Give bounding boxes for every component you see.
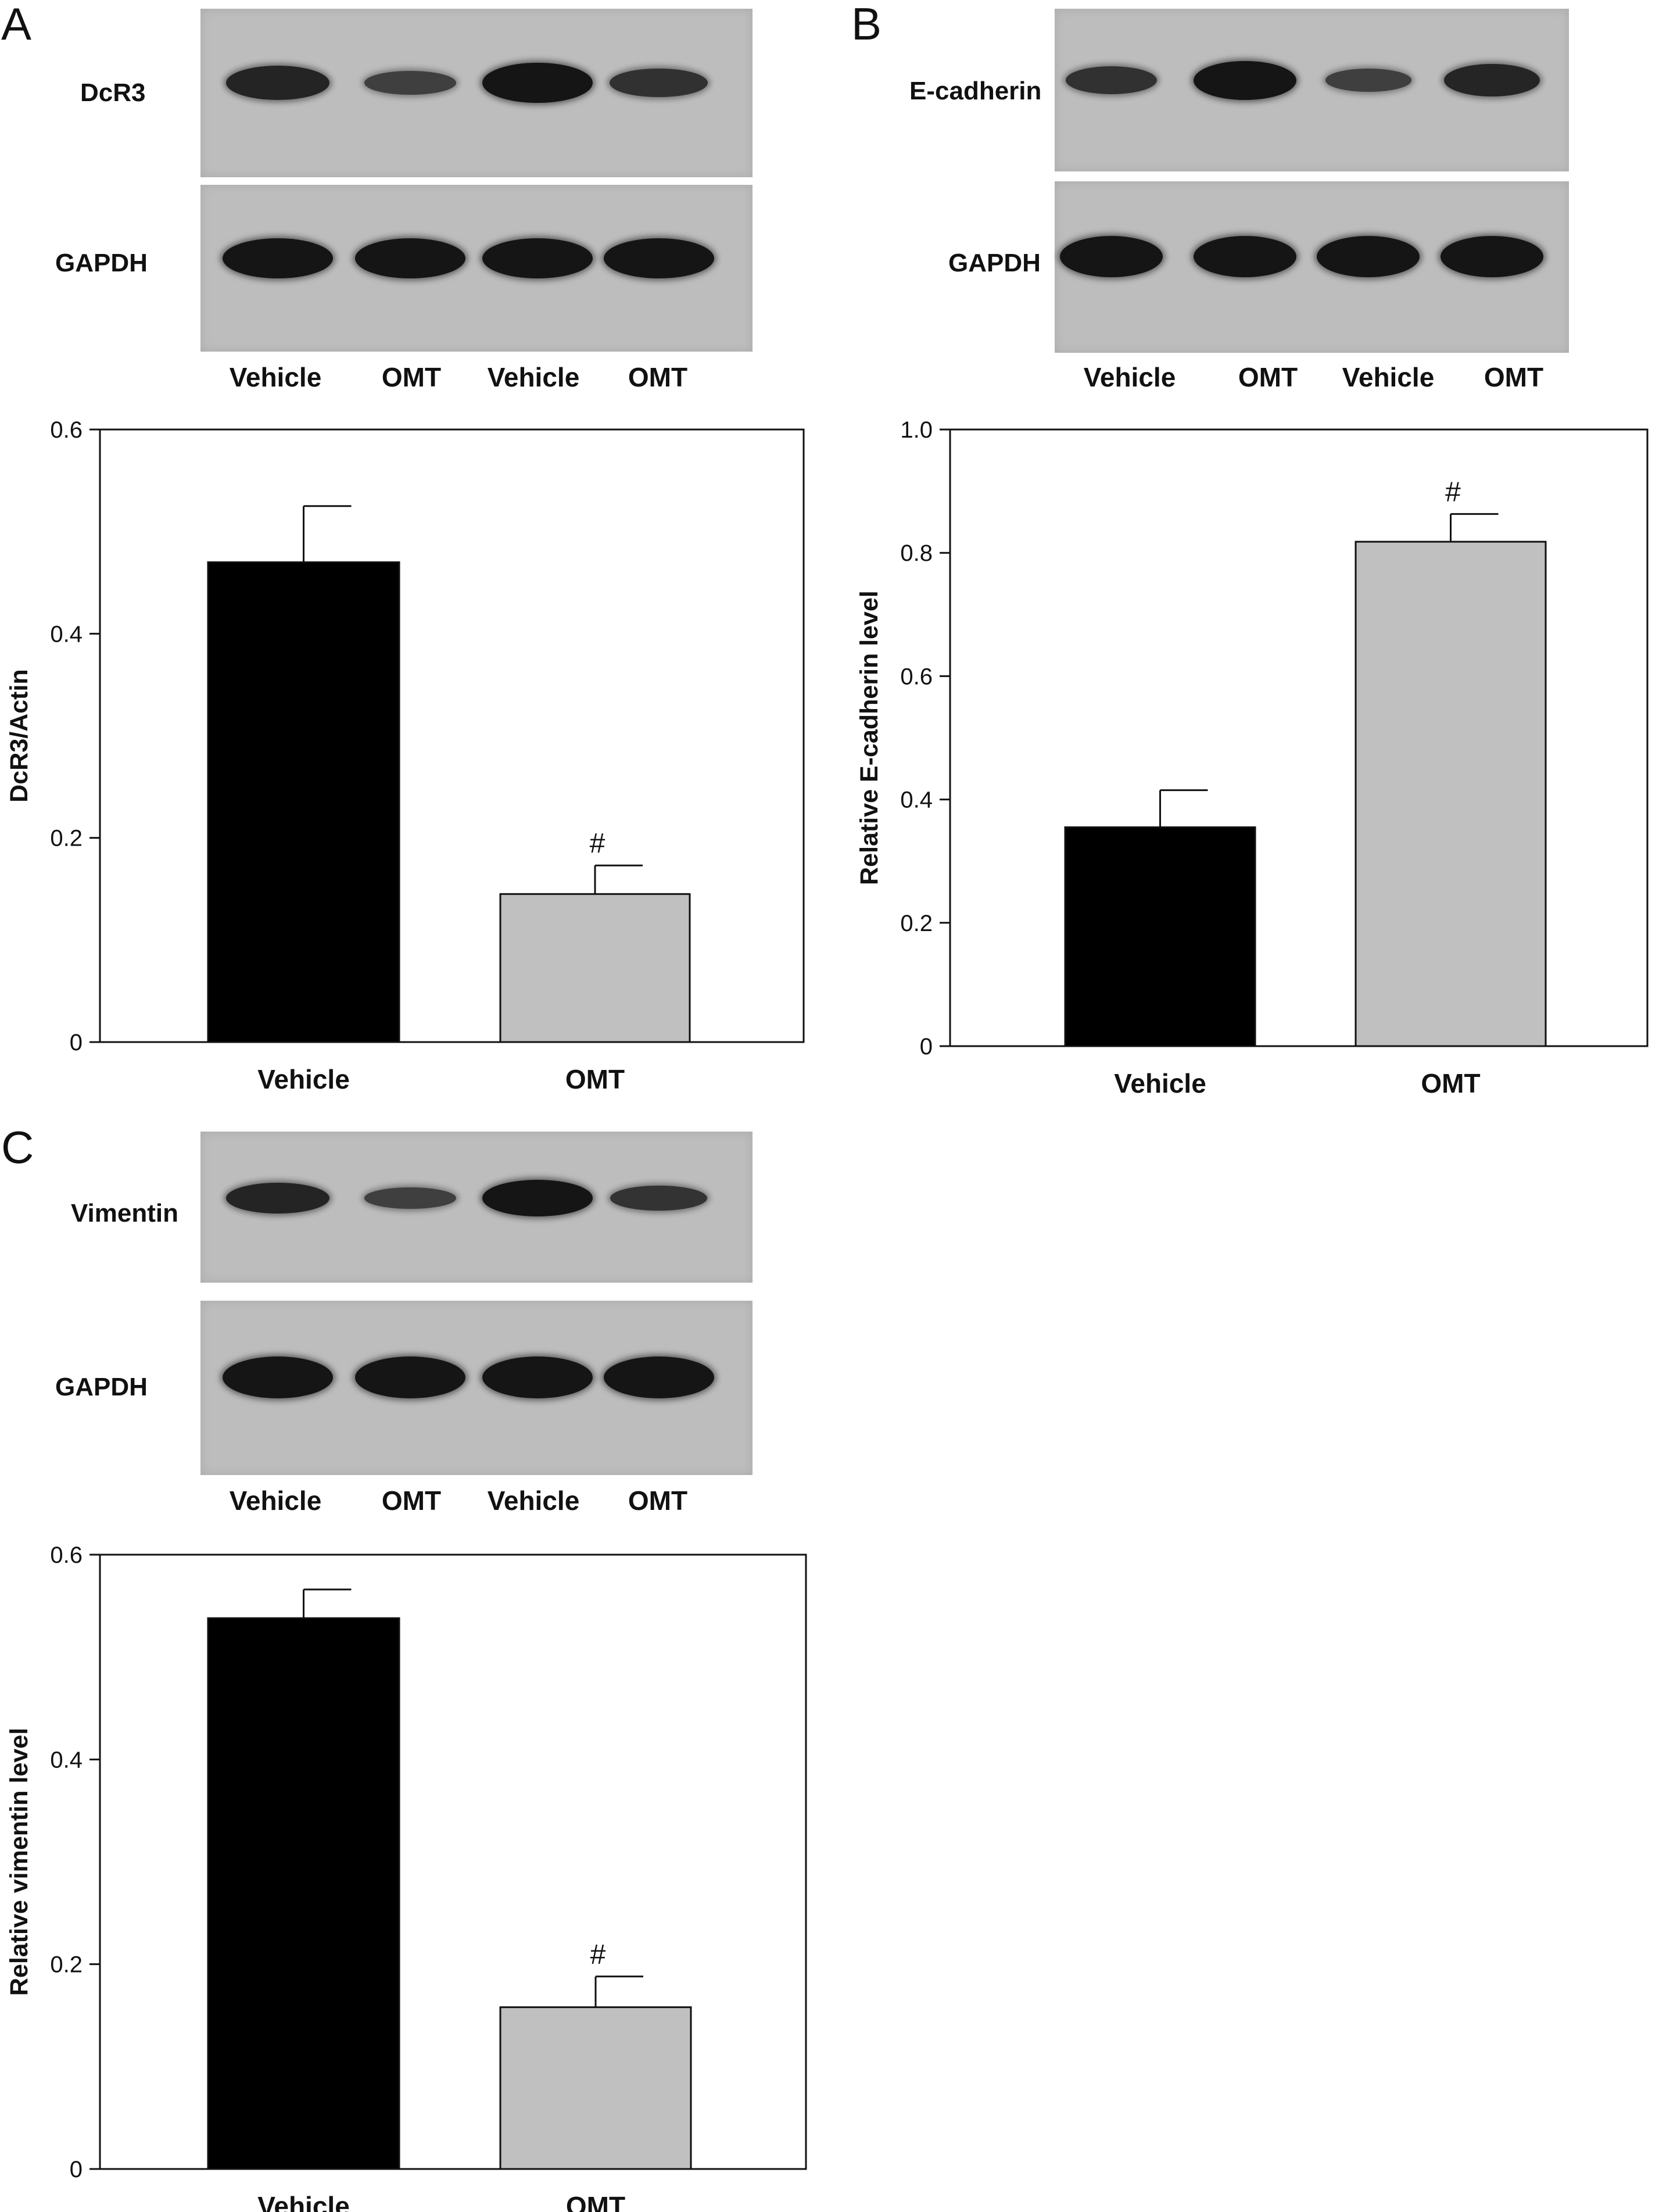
y-tick-label-c-2: 0.4 (50, 1747, 83, 1773)
x-tick-label-c-omt: OMT (566, 2191, 625, 2212)
x-tick-label-b-vehicle: Vehicle (1114, 1068, 1206, 1098)
e-cadherin-band-4 (1443, 64, 1540, 97)
y-tick-label-b-0: 0 (920, 1034, 933, 1060)
y-axis-label-a: DcR3/Actin (5, 669, 33, 802)
y-tick-label-a-1: 0.2 (50, 826, 83, 851)
dcr3-band-1 (225, 66, 330, 101)
gapdh-blot-b (1055, 181, 1569, 353)
dcr3-band-4 (610, 68, 708, 98)
gapdh-band-2 (1193, 236, 1296, 278)
e-cadherin-band-3 (1325, 69, 1411, 92)
y-tick-label-a-2: 0.4 (50, 621, 83, 647)
dcr3-blot-label: DcR3 (80, 78, 146, 107)
lane-label-c-1: Vehicle (229, 1486, 322, 1516)
e-cadherin-blot-label: E-cadherin (909, 77, 1042, 105)
x-tick-label-a-omt: OMT (565, 1064, 625, 1094)
lane-label-b-2: OMT (1238, 362, 1298, 392)
gapdh-blot-a (200, 185, 753, 352)
vimentin-band-4 (610, 1185, 708, 1211)
gapdh-band-2 (355, 1356, 465, 1398)
gapdh-band-1 (1059, 236, 1163, 278)
lane-label-c-4: OMT (628, 1486, 688, 1516)
y-axis-label-b: Relative E-cadherin level (855, 590, 883, 885)
x-tick-label-a-vehicle: Vehicle (257, 1064, 350, 1094)
gapdh-blot-label-c: GAPDH (55, 1373, 148, 1401)
gapdh-band-3 (1317, 236, 1420, 278)
y-tick-label-b-3: 0.6 (900, 664, 933, 689)
significance-mark-c: # (590, 1939, 606, 1970)
bar-c-omt (499, 2006, 692, 2170)
bar-c-vehicle (207, 1617, 400, 2170)
lane-label-b-4: OMT (1484, 362, 1544, 392)
gapdh-band-1 (223, 238, 333, 278)
bar-b-vehicle (1064, 826, 1256, 1047)
y-tick-label-a-0: 0 (70, 1030, 83, 1055)
bar-chart-c: 0 0.2 0.4 0.6 Relative vimentin level Vehicle… (5, 1542, 807, 2212)
vimentin-blot-label: Vimentin (71, 1199, 179, 1227)
panel-letter-a: A (1, 0, 32, 49)
bar-a-vehicle (207, 561, 400, 1043)
bar-b-omt (1355, 541, 1547, 1047)
plot-frame-a (99, 428, 805, 1043)
panel-letter-b: B (851, 0, 882, 49)
panel-letter-c: C (1, 1122, 34, 1173)
lane-label-a-2: OMT (381, 362, 442, 392)
gapdh-band-4 (1440, 236, 1543, 278)
lane-label-c-3: Vehicle (487, 1486, 580, 1516)
lane-label-b-1: Vehicle (1083, 362, 1176, 392)
y-tick-label-b-2: 0.4 (900, 788, 933, 813)
plot-frame-c (99, 1554, 807, 2170)
lane-label-a-4: OMT (628, 362, 688, 392)
gapdh-band-1 (223, 1356, 333, 1398)
gapdh-blot-label-a: GAPDH (55, 249, 148, 277)
x-tick-label-b-omt: OMT (1421, 1068, 1480, 1098)
e-cadherin-band-2 (1193, 60, 1296, 100)
bar-chart-a: 0 0.2 0.4 0.6 DcR3/Actin Vehicle # OMT (5, 417, 805, 1094)
vimentin-blot (200, 1132, 753, 1283)
dcr3-blot (200, 9, 753, 177)
dcr3-band-2 (364, 71, 457, 95)
y-tick-label-a-3: 0.6 (50, 417, 83, 443)
gapdh-band-3 (482, 1356, 593, 1398)
lane-label-a-1: Vehicle (229, 362, 322, 392)
e-cadherin-blot (1055, 9, 1569, 171)
y-tick-label-b-5: 1.0 (900, 417, 933, 443)
bar-chart-b: 0 0.2 0.4 0.6 0.8 1.0 Relative E-cadherin leve… (855, 417, 1649, 1098)
y-tick-label-c-3: 0.6 (50, 1542, 83, 1568)
y-tick-label-b-1: 0.2 (900, 911, 933, 936)
gapdh-band-4 (603, 238, 714, 278)
gapdh-band-2 (355, 238, 465, 278)
vimentin-band-3 (482, 1180, 593, 1216)
significance-mark-b: # (1445, 477, 1461, 507)
plot-frame-b (949, 428, 1649, 1047)
significance-mark-a: # (590, 828, 605, 859)
vimentin-band-2 (364, 1187, 457, 1209)
x-tick-label-c-vehicle: Vehicle (257, 2191, 350, 2212)
y-tick-label-b-4: 0.8 (900, 541, 933, 566)
dcr3-band-3 (482, 62, 593, 103)
lane-label-b-3: Vehicle (1342, 362, 1435, 392)
y-axis-label-c: Relative vimentin level (5, 1728, 33, 1996)
e-cadherin-band-1 (1065, 66, 1157, 95)
gapdh-band-3 (482, 238, 593, 278)
vimentin-band-1 (225, 1182, 330, 1214)
y-tick-label-c-0: 0 (70, 2157, 83, 2182)
gapdh-blot-label-b: GAPDH (948, 249, 1041, 277)
lane-label-c-2: OMT (381, 1486, 442, 1516)
gapdh-band-4 (603, 1356, 714, 1398)
gapdh-blot-c (200, 1301, 753, 1475)
bar-a-omt (499, 893, 691, 1043)
y-tick-label-c-1: 0.2 (50, 1952, 83, 1978)
lane-label-a-3: Vehicle (487, 362, 580, 392)
